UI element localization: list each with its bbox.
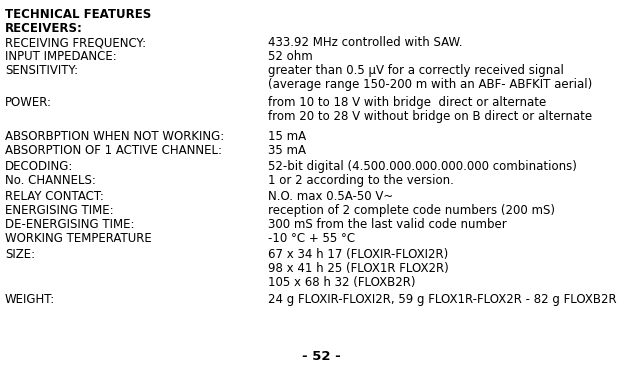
Text: 52-bit digital (4.500.000.000.000.000 combinations): 52-bit digital (4.500.000.000.000.000 co… xyxy=(268,160,577,173)
Text: reception of 2 complete code numbers (200 mS): reception of 2 complete code numbers (20… xyxy=(268,204,555,217)
Text: from 20 to 28 V without bridge on B direct or alternate: from 20 to 28 V without bridge on B dire… xyxy=(268,110,592,123)
Text: 300 mS from the last valid code number: 300 mS from the last valid code number xyxy=(268,218,507,231)
Text: 1 or 2 according to the version.: 1 or 2 according to the version. xyxy=(268,174,454,187)
Text: ABSORPTION OF 1 ACTIVE CHANNEL:: ABSORPTION OF 1 ACTIVE CHANNEL: xyxy=(5,144,222,157)
Text: RELAY CONTACT:: RELAY CONTACT: xyxy=(5,190,104,203)
Text: 98 x 41 h 25 (FLOX1R FLOX2R): 98 x 41 h 25 (FLOX1R FLOX2R) xyxy=(268,262,449,275)
Text: greater than 0.5 μV for a correctly received signal: greater than 0.5 μV for a correctly rece… xyxy=(268,64,564,77)
Text: 67 x 34 h 17 (FLOXIR-FLOXI2R): 67 x 34 h 17 (FLOXIR-FLOXI2R) xyxy=(268,248,448,261)
Text: from 10 to 18 V with bridge  direct or alternate: from 10 to 18 V with bridge direct or al… xyxy=(268,96,547,109)
Text: 105 x 68 h 32 (FLOXB2R): 105 x 68 h 32 (FLOXB2R) xyxy=(268,276,415,289)
Text: 24 g FLOXIR-FLOXI2R, 59 g FLOX1R-FLOX2R - 82 g FLOXB2R: 24 g FLOXIR-FLOXI2R, 59 g FLOX1R-FLOX2R … xyxy=(268,293,617,306)
Text: No. CHANNELS:: No. CHANNELS: xyxy=(5,174,96,187)
Text: (average range 150-200 m with an ABF- ABFKIT aerial): (average range 150-200 m with an ABF- AB… xyxy=(268,78,592,91)
Text: TECHNICAL FEATURES: TECHNICAL FEATURES xyxy=(5,8,151,21)
Text: 15 mA: 15 mA xyxy=(268,130,306,143)
Text: RECEIVERS:: RECEIVERS: xyxy=(5,22,83,35)
Text: DECODING:: DECODING: xyxy=(5,160,73,173)
Text: 35 mA: 35 mA xyxy=(268,144,306,157)
Text: 52 ohm: 52 ohm xyxy=(268,50,312,63)
Text: WEIGHT:: WEIGHT: xyxy=(5,293,55,306)
Text: ABSORBPTION WHEN NOT WORKING:: ABSORBPTION WHEN NOT WORKING: xyxy=(5,130,224,143)
Text: ENERGISING TIME:: ENERGISING TIME: xyxy=(5,204,114,217)
Text: 433.92 MHz controlled with SAW.: 433.92 MHz controlled with SAW. xyxy=(268,36,462,49)
Text: DE-ENERGISING TIME:: DE-ENERGISING TIME: xyxy=(5,218,134,231)
Text: N.O. max 0.5A-50 V~: N.O. max 0.5A-50 V~ xyxy=(268,190,394,203)
Text: - 52 -: - 52 - xyxy=(302,350,341,363)
Text: RECEIVING FREQUENCY:: RECEIVING FREQUENCY: xyxy=(5,36,146,49)
Text: SENSITIVITY:: SENSITIVITY: xyxy=(5,64,78,77)
Text: POWER:: POWER: xyxy=(5,96,52,109)
Text: SIZE:: SIZE: xyxy=(5,248,35,261)
Text: WORKING TEMPERATURE: WORKING TEMPERATURE xyxy=(5,232,152,245)
Text: INPUT IMPEDANCE:: INPUT IMPEDANCE: xyxy=(5,50,117,63)
Text: -10 °C + 55 °C: -10 °C + 55 °C xyxy=(268,232,355,245)
